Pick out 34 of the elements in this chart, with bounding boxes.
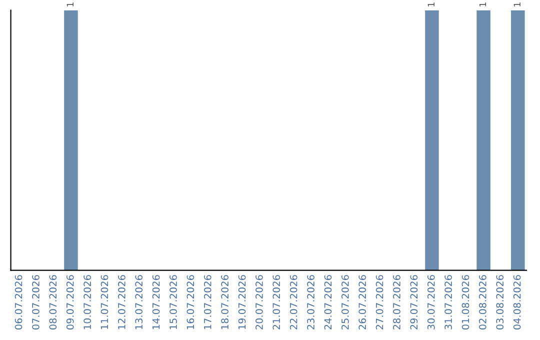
x-tick-label: 16.07.2026: [186, 275, 194, 330]
x-tick-label: 18.07.2026: [221, 275, 228, 330]
data-label: 1: [514, 2, 520, 6]
x-tick-label: 22.07.2026: [290, 275, 298, 330]
x-tick-label: 14.07.2026: [152, 275, 160, 330]
x-tick-label: 30.07.2026: [427, 275, 435, 330]
data-label: 1: [66, 2, 74, 6]
x-tick-label: 17.07.2026: [204, 275, 212, 330]
x-tick-label: 04.08.2026: [513, 275, 521, 330]
x-tick-label: 19.07.2026: [238, 275, 246, 330]
x-tick-label: 10.07.2026: [84, 275, 91, 330]
x-tick-label: 03.08.2026: [496, 275, 504, 330]
x-tick-label: 29.07.2026: [410, 275, 418, 330]
x-tick-label: 02.08.2026: [478, 275, 486, 330]
x-tick-label: 01.08.2026: [462, 275, 470, 330]
x-tick-label: 07.07.2026: [32, 275, 40, 330]
x-tick-label: 25.07.2026: [341, 275, 349, 330]
data-label: 1: [479, 2, 486, 6]
x-tick-label: 31.07.2026: [444, 275, 452, 330]
x-tick-label: 09.07.2026: [66, 275, 74, 330]
x-tick-label: 11.07.2026: [100, 275, 108, 330]
x-tick-label: 21.07.2026: [272, 275, 280, 330]
x-tick-label: 08.07.2026: [49, 275, 57, 330]
x-tick-label: 23.07.2026: [307, 275, 314, 330]
x-tick-label: 28.07.2026: [393, 275, 400, 330]
x-tick-label: 24.07.2026: [324, 275, 332, 330]
x-tick-label: 15.07.2026: [170, 275, 177, 330]
x-tick-label: 06.07.2026: [14, 275, 22, 330]
x-tick-label: 20.07.2026: [256, 275, 263, 330]
x-tick-label: 27.07.2026: [376, 275, 384, 330]
x-tick-label: 13.07.2026: [135, 275, 143, 330]
x-tick-label: 12.07.2026: [118, 275, 126, 330]
data-label: 1: [428, 2, 434, 6]
x-tick-label: 26.07.2026: [358, 275, 366, 330]
